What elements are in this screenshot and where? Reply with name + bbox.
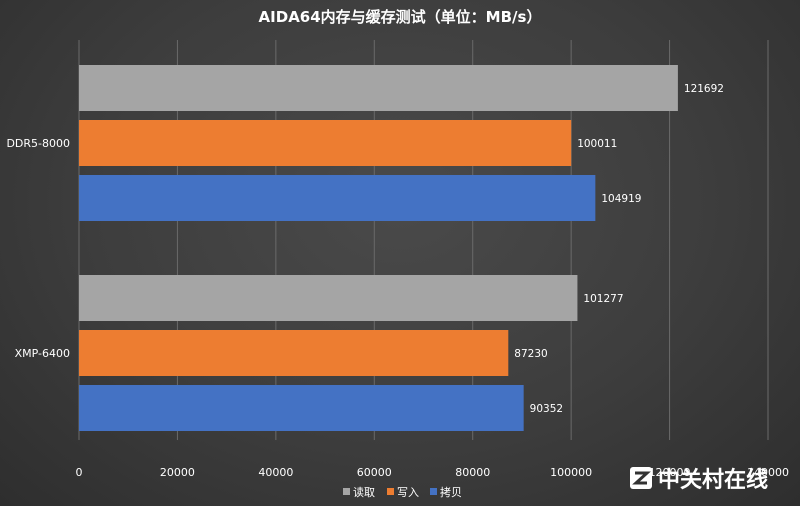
watermark: 中关村在线	[630, 467, 768, 493]
legend-swatch	[430, 488, 437, 495]
x-axis-ticks: 0 20000 40000 60000 80000 100000 120000 140000	[76, 466, 790, 479]
x-tick-label: 0	[76, 466, 83, 479]
x-tick-label: 120000	[649, 466, 691, 479]
legend-swatch	[387, 488, 394, 495]
data-label: 121692	[684, 83, 724, 95]
x-tick-label: 140000	[747, 466, 789, 479]
data-labels: 121692 100011 104919 101277 87230 90352	[514, 83, 724, 415]
bar	[79, 275, 578, 321]
x-tick-label: 80000	[455, 466, 490, 479]
x-tick-label: 20000	[160, 466, 195, 479]
x-tick-label: 40000	[258, 466, 293, 479]
bar	[79, 175, 596, 221]
legend-swatch	[343, 488, 350, 495]
zol-logo-icon	[630, 467, 652, 489]
bar	[79, 385, 524, 431]
category-label: DDR5-8000	[6, 137, 70, 150]
watermark-text: 中关村在线	[658, 467, 768, 493]
data-label: 101277	[583, 293, 623, 305]
legend-label: 读取	[353, 485, 375, 499]
chart-title: AIDA64内存与缓存测试（单位：MB/s）	[259, 8, 542, 26]
bar	[79, 65, 678, 111]
data-label: 90352	[530, 403, 563, 415]
legend-label: 拷贝	[440, 485, 462, 499]
x-tick-label: 100000	[550, 466, 592, 479]
x-tick-label: 60000	[357, 466, 392, 479]
category-label: XMP-6400	[15, 347, 70, 360]
category-labels: DDR5-8000 XMP-6400	[6, 137, 70, 360]
data-label: 100011	[577, 138, 617, 150]
legend-label: 写入	[397, 486, 419, 499]
bar	[79, 120, 572, 166]
bar	[79, 330, 509, 376]
data-label: 104919	[601, 193, 641, 205]
bars	[79, 65, 678, 431]
legend: 读取 写入 拷贝	[343, 485, 462, 499]
data-label: 87230	[514, 348, 547, 360]
